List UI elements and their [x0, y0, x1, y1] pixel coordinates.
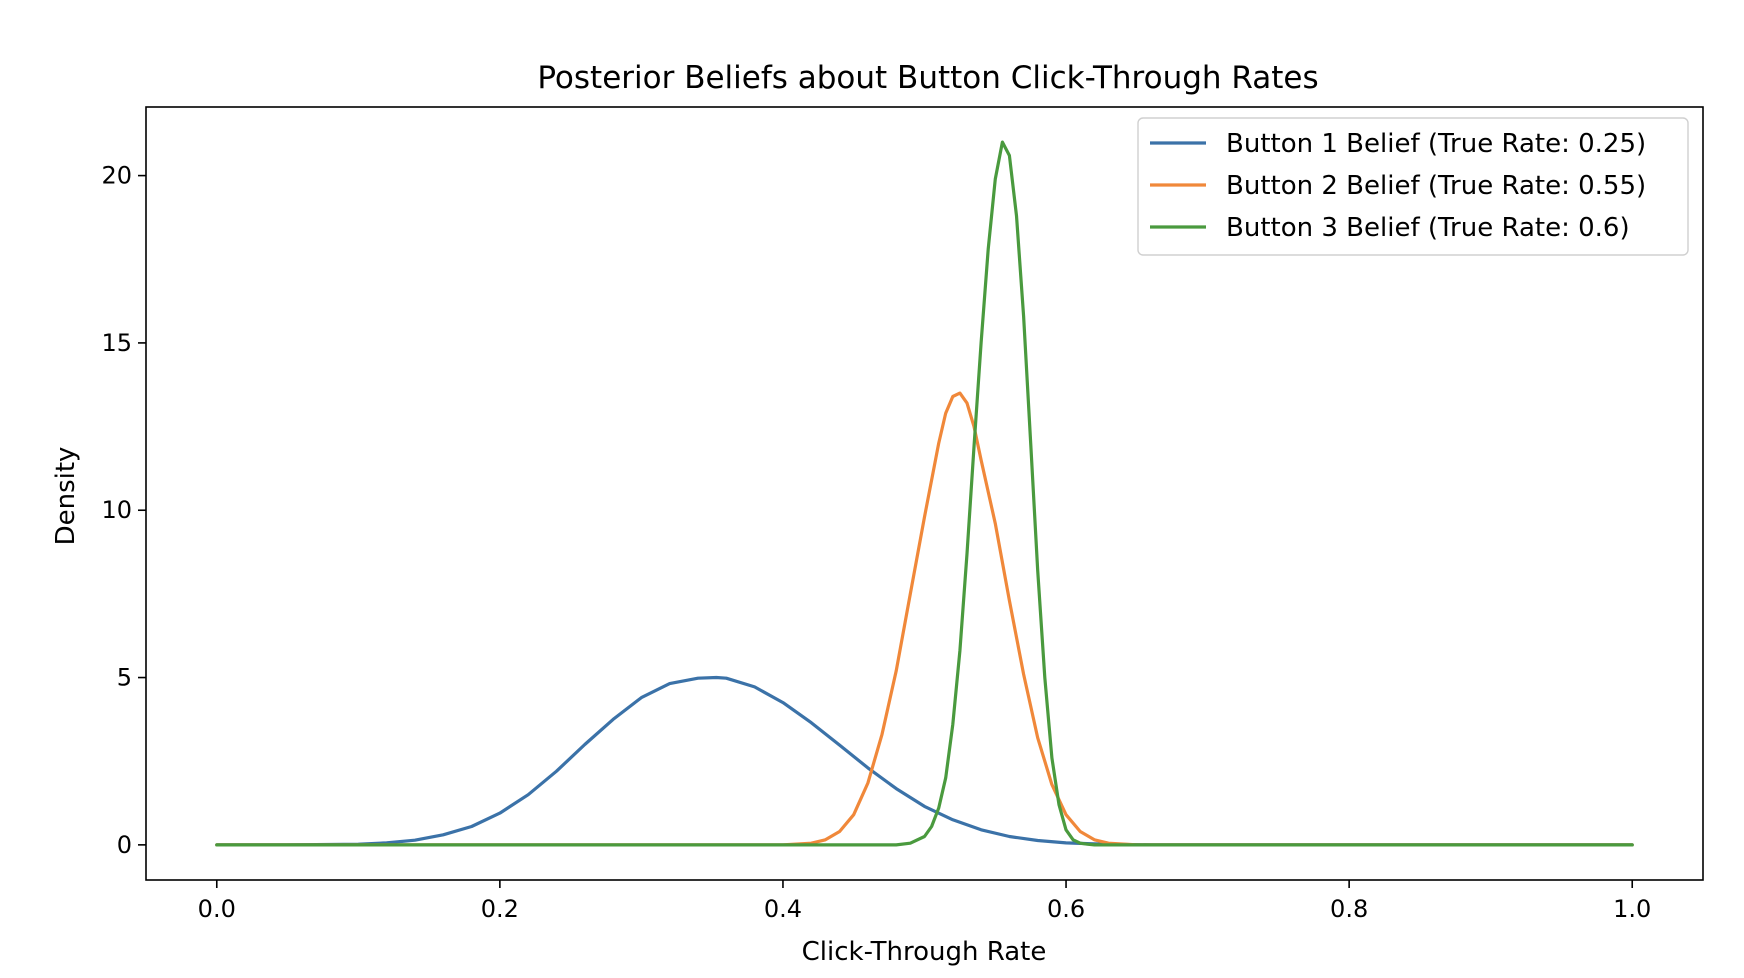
series-line-button-1 — [215, 675, 1634, 847]
x-axis-label: Click-Through Rate — [802, 937, 1047, 967]
legend-label-button-2: Button 2 Belief (True Rate: 0.55) — [1226, 171, 1646, 201]
y-tick-label: 0 — [117, 831, 132, 859]
x-tick-label: 0.4 — [764, 895, 802, 923]
y-axis: 0 5 10 15 20 — [101, 162, 146, 859]
x-axis: 0.0 0.2 0.4 0.6 0.8 1.0 — [198, 880, 1651, 923]
y-axis-label: Density — [51, 447, 81, 546]
x-tick-label: 0.2 — [481, 895, 519, 923]
axes-frame — [145, 106, 1704, 881]
x-tick-label: 1.0 — [1613, 895, 1651, 923]
series-line-button-2 — [215, 391, 1634, 847]
y-tick-label: 10 — [101, 496, 132, 524]
legend: Button 1 Belief (True Rate: 0.25) Button … — [1137, 117, 1689, 256]
y-tick-label: 15 — [101, 329, 132, 357]
series-layer — [215, 140, 1634, 847]
x-tick-label: 0.0 — [198, 895, 236, 923]
legend-label-button-3: Button 3 Belief (True Rate: 0.6) — [1226, 213, 1630, 243]
legend-label-button-1: Button 1 Belief (True Rate: 0.25) — [1226, 129, 1646, 159]
x-tick-label: 0.6 — [1047, 895, 1085, 923]
series-line-button-3 — [215, 140, 1634, 847]
y-tick-label: 20 — [101, 162, 132, 190]
chart-title: Posterior Beliefs about Button Click-Thr… — [537, 60, 1318, 96]
legend-box — [1137, 117, 1689, 256]
y-tick-label: 5 — [117, 664, 132, 692]
x-tick-label: 0.8 — [1330, 895, 1368, 923]
